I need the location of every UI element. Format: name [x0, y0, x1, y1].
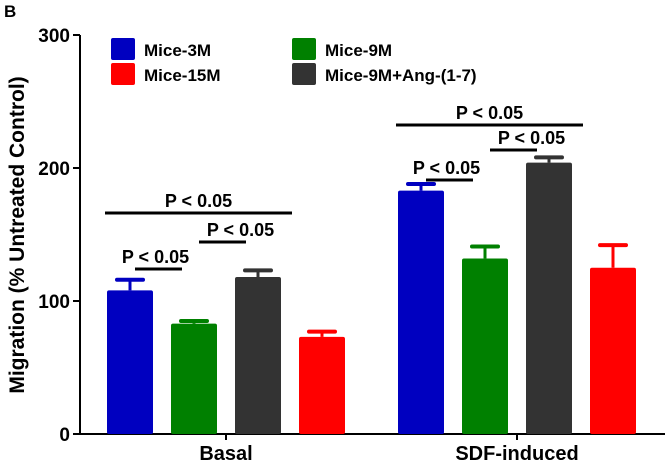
bar-mice-9m-ang-1-7--sdf-induced — [526, 162, 572, 434]
bar-mice-9m-basal — [171, 323, 217, 434]
bar-mice-9m-sdf-induced — [462, 258, 508, 434]
y-tick-label: 200 — [38, 159, 70, 180]
p-value-label: P < 0.05 — [498, 128, 565, 148]
legend-label: Mice-15M — [144, 66, 221, 85]
p-value-label: P < 0.05 — [456, 103, 523, 123]
y-tick-label: 0 — [59, 425, 70, 446]
legend-swatch — [292, 63, 316, 85]
legend-label: Mice-3M — [144, 41, 211, 60]
legend-label: Mice-9M+Ang-(1-7) — [325, 66, 477, 85]
legend-swatch — [292, 38, 316, 60]
legend-swatch — [111, 38, 135, 60]
p-value-label: P < 0.05 — [207, 220, 274, 240]
y-axis-label: Migration (% Untreated Control) — [6, 76, 29, 393]
y-tick-label: 100 — [38, 292, 70, 313]
significance-annotations: P < 0.05 P < 0.05 P < 0.05 P < 0.05 P < 0.05… — [105, 103, 583, 271]
bar-mice-3m-basal — [107, 290, 153, 434]
bar-mice-15m-basal — [299, 336, 345, 434]
p-value-label: P < 0.05 — [165, 191, 232, 211]
bars — [107, 155, 636, 434]
p-value-label: P < 0.05 — [122, 247, 189, 267]
x-tick-label: Basal — [199, 443, 252, 465]
panel-label: B — [4, 2, 16, 21]
y-tick-label: 300 — [38, 26, 70, 47]
bar-mice-15m-sdf-induced — [590, 267, 636, 434]
legend-label: Mice-9M — [325, 41, 392, 60]
bar-mice-3m-sdf-induced — [398, 190, 444, 434]
bar-mice-9m-ang-1-7--basal — [235, 277, 281, 434]
x-tick-label: SDF-induced — [455, 443, 578, 465]
legend: Mice-3M Mice-9M Mice-15M Mice-9M+Ang-(1-7) — [111, 38, 477, 85]
p-value-label: P < 0.05 — [413, 158, 480, 178]
legend-swatch — [111, 63, 135, 85]
